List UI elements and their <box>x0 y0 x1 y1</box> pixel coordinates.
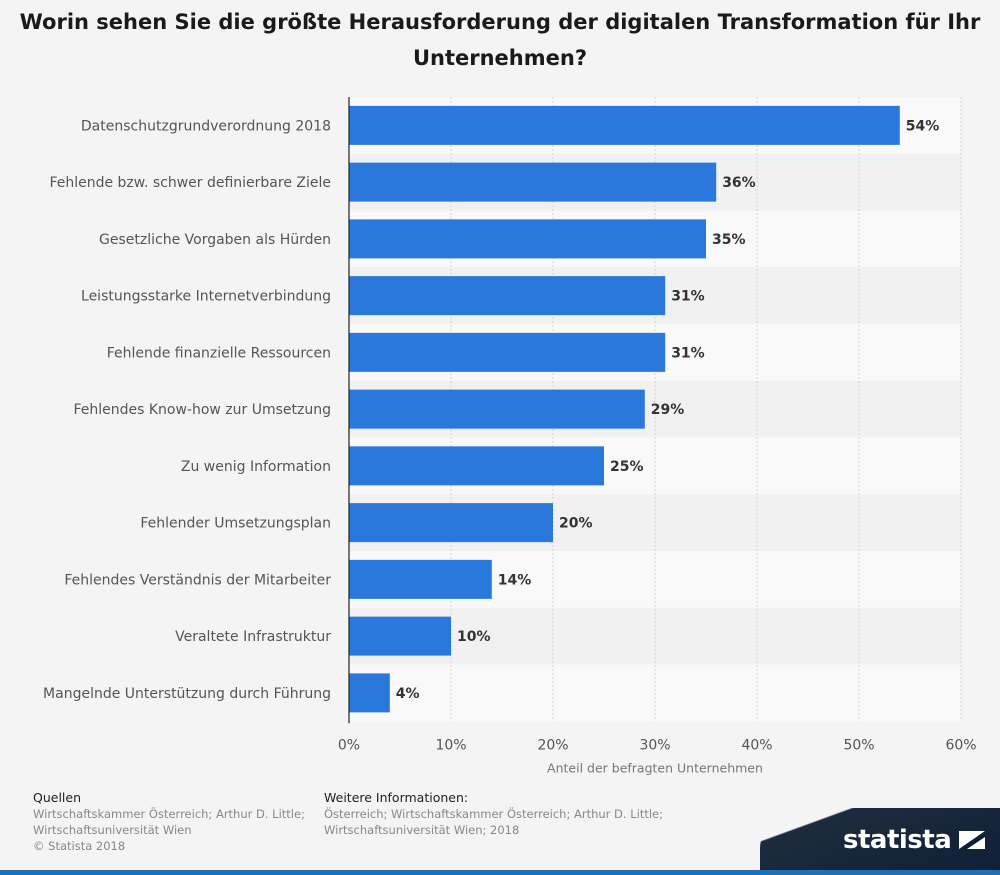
data-label: 31% <box>671 289 705 305</box>
category-label: Fehlende bzw. schwer definierbare Ziele <box>49 175 331 191</box>
category-label: Fehlendes Verständnis der Mitarbeiter <box>64 572 331 588</box>
bar[interactable] <box>349 616 451 656</box>
sources-heading: Quellen <box>33 790 82 805</box>
category-label: Mangelnde Unterstützung durch Führung <box>43 686 331 702</box>
bar[interactable] <box>349 446 604 486</box>
x-tick-label: 50% <box>843 737 874 753</box>
data-label: 20% <box>559 516 593 532</box>
bar[interactable] <box>349 105 900 145</box>
bar-chart: 54% Datenschutzgrundverordnung 2018 36% Feh… <box>43 97 977 775</box>
data-label: 25% <box>610 459 644 475</box>
x-tick-label: 0% <box>338 737 360 753</box>
data-label: 29% <box>651 402 685 418</box>
category-label: Fehlende finanzielle Ressourcen <box>107 345 331 361</box>
statista-flag-icon <box>959 831 986 849</box>
x-tick-label: 40% <box>741 737 772 753</box>
sources-line-1[interactable]: Wirtschaftskammer Österreich; Arthur D. … <box>33 807 305 821</box>
sources-block: Quellen Wirtschaftskammer Österreich; Ar… <box>33 790 305 854</box>
x-axis-title: Anteil der befragten Unternehmen <box>547 760 763 775</box>
data-label: 31% <box>671 345 705 361</box>
sources-line-2[interactable]: Wirtschaftsuniversität Wien <box>33 823 192 837</box>
data-label: 10% <box>457 629 491 645</box>
category-label: Gesetzliche Vorgaben als Hürden <box>99 232 331 248</box>
info-heading: Weitere Informationen: <box>324 790 469 805</box>
x-tick-label: 10% <box>435 737 466 753</box>
data-label: 35% <box>712 232 746 248</box>
data-label: 36% <box>722 175 756 191</box>
statista-logo[interactable]: statista <box>843 822 987 858</box>
category-label: Fehlendes Know-how zur Umsetzung <box>73 402 331 418</box>
bar[interactable] <box>349 162 717 202</box>
bar[interactable] <box>349 219 706 259</box>
data-label: 54% <box>906 118 940 134</box>
info-line-1: Österreich; Wirtschaftskammer Österreich… <box>324 807 663 821</box>
category-label: Veraltete Infrastruktur <box>175 629 331 645</box>
info-block: Weitere Informationen: Österreich; Wirts… <box>324 790 663 838</box>
category-label: Datenschutzgrundverordnung 2018 <box>81 118 331 134</box>
category-label: Zu wenig Information <box>181 459 331 475</box>
bar[interactable] <box>349 559 492 599</box>
bar[interactable] <box>349 503 553 543</box>
x-tick-label: 60% <box>945 737 976 753</box>
bar[interactable] <box>349 673 390 713</box>
copyright-line: © Statista 2018 <box>33 839 126 853</box>
x-tick-label: 30% <box>639 737 670 753</box>
bar[interactable] <box>349 276 666 316</box>
chart-title: Worin sehen Sie die größte Herausforderu… <box>19 10 981 70</box>
bar[interactable] <box>349 332 666 372</box>
category-label: Leistungsstarke Internetverbindung <box>81 289 331 305</box>
data-label: 14% <box>498 572 532 588</box>
data-label: 4% <box>396 686 420 702</box>
x-tick-label: 20% <box>537 737 568 753</box>
info-line-2: Wirtschaftsuniversität Wien; 2018 <box>324 823 520 837</box>
bottom-band <box>0 870 1000 875</box>
bar[interactable] <box>349 389 645 429</box>
category-label: Fehlender Umsetzungsplan <box>140 516 331 532</box>
logo-text: statista <box>843 825 952 855</box>
